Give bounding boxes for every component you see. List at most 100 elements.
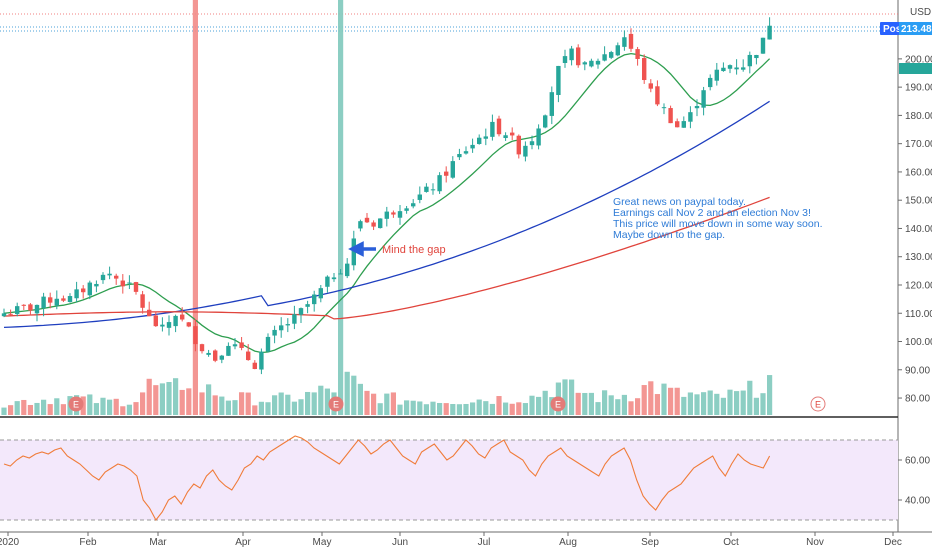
annotation-line-1: Great news on paypal today. xyxy=(613,196,746,208)
volume-bar xyxy=(569,379,575,415)
volume-bar xyxy=(522,403,528,415)
volume-bar xyxy=(701,392,707,415)
earnings-marker-label: E xyxy=(555,400,561,410)
candle-body xyxy=(642,58,647,81)
earnings-marker xyxy=(810,396,826,412)
volume-bar xyxy=(140,392,146,415)
volume-bar xyxy=(450,404,456,415)
volume-bar xyxy=(192,0,198,415)
candle-body xyxy=(681,121,686,128)
volume-bar xyxy=(423,404,429,415)
rsi-band xyxy=(0,440,898,520)
candle-body xyxy=(549,92,554,116)
time-tick-label: 2020 xyxy=(0,537,20,548)
ma-100-line xyxy=(3,100,770,329)
candle-body xyxy=(391,212,396,215)
volume-bar xyxy=(496,396,502,415)
time-tick-label: Sep xyxy=(641,537,659,548)
candle-body xyxy=(338,273,343,275)
candle-body xyxy=(595,60,601,65)
candle-body xyxy=(417,194,422,200)
volume-bar xyxy=(747,380,753,415)
candle-body xyxy=(470,144,475,149)
candle-body xyxy=(444,171,449,176)
time-tick-label: Feb xyxy=(79,537,97,548)
volume-bar xyxy=(272,395,278,415)
candle-body xyxy=(28,304,33,311)
volume-bar xyxy=(516,402,522,415)
volume-bar xyxy=(265,402,271,415)
volume-bar xyxy=(681,396,687,415)
annotations: Great news on paypal today. Earnings cal… xyxy=(348,196,823,257)
candle-body xyxy=(708,77,713,88)
candle-body xyxy=(252,362,257,370)
candle-body xyxy=(292,314,297,324)
candle-body xyxy=(516,135,521,155)
time-tick-label: Jun xyxy=(392,537,408,548)
candle-body xyxy=(232,344,238,347)
candle-body xyxy=(199,344,205,352)
candle-body xyxy=(721,67,726,72)
volume-bar xyxy=(166,382,172,415)
volume-bar xyxy=(588,392,594,415)
candle-body xyxy=(371,222,376,227)
volume-bar xyxy=(582,392,588,415)
candle-body xyxy=(430,189,436,191)
volume-bar xyxy=(575,392,581,415)
axes: 80.00 90.00 100.00 110.00 120.00 130.00 140.00… xyxy=(0,7,932,548)
candle-body xyxy=(114,275,119,279)
volume-bar xyxy=(476,399,482,415)
volume-bar xyxy=(430,401,436,415)
volume-bar xyxy=(503,402,509,415)
time-tick-label: May xyxy=(313,537,332,548)
earnings-marker-label: E xyxy=(815,400,821,410)
candle-body xyxy=(582,62,587,65)
candle-body xyxy=(536,128,541,146)
volume-bar xyxy=(285,394,291,415)
candle-body xyxy=(173,315,178,327)
candle-body xyxy=(54,298,59,306)
candle-body xyxy=(384,211,389,219)
volume-bar xyxy=(173,378,179,415)
earnings-marker xyxy=(550,396,566,412)
price-tick-label: 110.00 xyxy=(905,309,932,320)
price-tick-label: 150.00 xyxy=(905,196,932,207)
volume-bar xyxy=(357,383,363,415)
candle-body xyxy=(206,352,211,355)
volume-bar xyxy=(133,402,139,415)
candle-body xyxy=(180,314,185,320)
volume-bar xyxy=(212,395,218,415)
volume-bar xyxy=(740,390,746,415)
candle-body xyxy=(127,282,132,284)
volume-bar xyxy=(245,392,251,415)
candle-body xyxy=(523,145,528,157)
candle-body xyxy=(397,211,403,218)
candle-body xyxy=(628,33,634,49)
volume-bar xyxy=(179,389,185,415)
candle-body xyxy=(219,355,224,360)
candle-body xyxy=(67,296,73,302)
volume-bar xyxy=(60,404,66,415)
ma-50-line xyxy=(3,52,771,354)
candle-body xyxy=(345,263,350,277)
candle-body xyxy=(325,276,330,287)
candle-body xyxy=(298,308,304,315)
volume-bar xyxy=(364,390,370,415)
volume-bar xyxy=(648,381,654,415)
volume-bar xyxy=(47,404,53,415)
annotation-line-2: Earnings call Nov 2 and an election Nov … xyxy=(613,207,811,219)
candle-body xyxy=(490,121,495,137)
volume-bar xyxy=(34,402,40,415)
candle-body xyxy=(318,288,323,299)
volume-bar xyxy=(384,393,390,415)
candle-body xyxy=(331,277,337,280)
volume-bar xyxy=(443,403,449,415)
candle-body xyxy=(701,90,706,108)
candle-body xyxy=(34,304,40,314)
candle-body xyxy=(727,65,733,69)
volume-bar xyxy=(199,392,205,415)
candle-body xyxy=(193,326,198,345)
volume-bar xyxy=(456,404,462,415)
candle-body xyxy=(279,325,284,331)
